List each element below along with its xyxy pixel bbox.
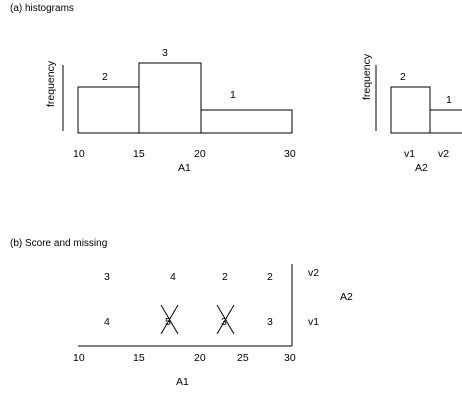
ylabel-frequency: frequency xyxy=(361,53,373,100)
y-axis-label: A2 xyxy=(340,291,353,303)
bar-15-20 xyxy=(138,62,202,134)
bar-v2 xyxy=(429,109,462,134)
bar-label: 2 xyxy=(102,71,108,83)
x-tick-label: 15 xyxy=(133,148,145,160)
bar-label: 3 xyxy=(162,47,168,59)
x-tick-label: v2 xyxy=(438,148,449,160)
x-tick-label: 15 xyxy=(133,352,145,364)
score-grid: 3 4 2 2 4 5 3 3 v2 v1 A2 10 15 20 25 30 … xyxy=(73,264,353,388)
cell-value: 2 xyxy=(222,271,228,283)
x-axis-label: A2 xyxy=(415,162,428,174)
bar-20-30 xyxy=(200,109,293,134)
x-tick-label: 20 xyxy=(194,352,206,364)
x-tick-label: 30 xyxy=(284,352,296,364)
bar-10-15 xyxy=(77,86,140,134)
x-tick-label: 10 xyxy=(73,352,85,364)
x-axis-label: A1 xyxy=(178,162,191,174)
section-a-title: (a) histograms xyxy=(10,3,74,14)
x-tick-label: 25 xyxy=(237,352,249,364)
bar-label: 2 xyxy=(400,71,406,83)
ylabel-frequency: frequency xyxy=(45,60,57,107)
cell-value: 3 xyxy=(104,271,110,283)
cell-value: 2 xyxy=(267,271,273,283)
bar-v1 xyxy=(390,86,431,134)
x-tick-label: 30 xyxy=(284,148,296,160)
bar-label: 1 xyxy=(446,94,452,106)
section-b-title: (b) Score and missing xyxy=(10,238,108,249)
cross-out-mark xyxy=(160,304,179,335)
cell-value: 4 xyxy=(104,316,110,328)
cell-value: 3 xyxy=(267,316,273,328)
histogram-a2: frequency 2 1 v1 v2 A2 xyxy=(361,53,462,174)
cross-out-mark xyxy=(216,304,235,335)
x-axis-label: A1 xyxy=(176,376,189,388)
row-label-v1: v1 xyxy=(308,316,319,328)
row-label-v2: v2 xyxy=(308,267,319,279)
x-tick-label: v1 xyxy=(404,148,415,160)
x-tick-label: 20 xyxy=(194,148,206,160)
bar-label: 1 xyxy=(230,89,236,101)
cell-value: 4 xyxy=(170,271,176,283)
x-tick-label: 10 xyxy=(73,148,85,160)
histogram-a1: frequency 2 3 1 10 15 20 30 A1 xyxy=(45,47,296,174)
